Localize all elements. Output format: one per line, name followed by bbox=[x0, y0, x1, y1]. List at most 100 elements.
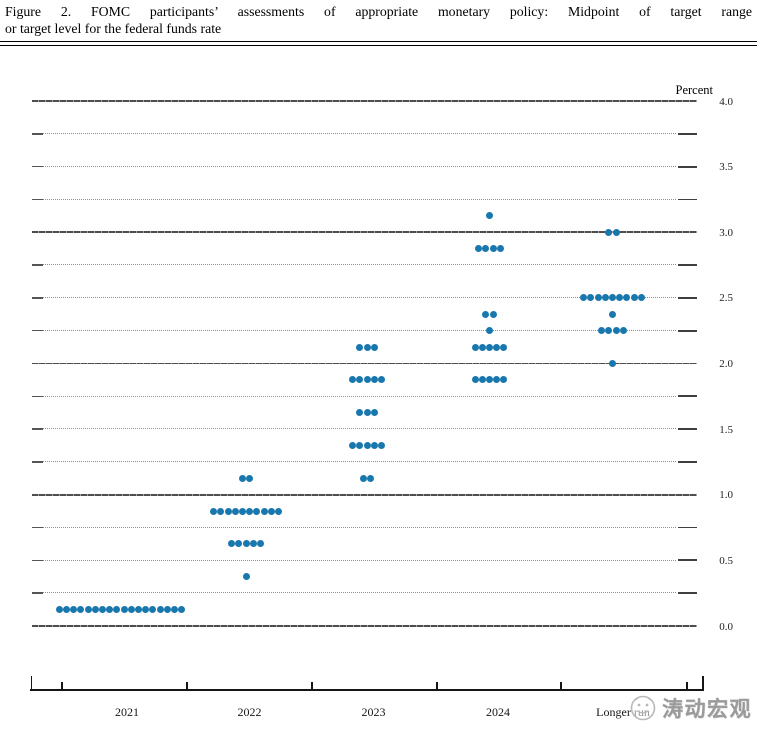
dot-2024-1.875 bbox=[478, 376, 486, 384]
dot-longer-run-2.25 bbox=[605, 327, 613, 335]
dot-2023-1.875 bbox=[370, 376, 378, 384]
dot-2022-0.875 bbox=[217, 507, 225, 515]
dot-2021-0.125 bbox=[171, 606, 178, 614]
gridline-solid-4.00 bbox=[32, 100, 697, 102]
dot-2022-0.875 bbox=[253, 507, 261, 515]
dot-longer-run-2.5 bbox=[616, 294, 624, 302]
gridline-dotted-1.25 bbox=[32, 461, 676, 463]
dot-2022-0.625 bbox=[235, 540, 243, 548]
dot-2024-2.875 bbox=[496, 245, 504, 253]
x-axis-section-tick bbox=[61, 681, 63, 691]
dot-longer-run-2.375 bbox=[609, 310, 616, 318]
gridline-left-dash bbox=[32, 592, 43, 594]
dot-2024-2.125 bbox=[493, 343, 501, 351]
x-axis-left-frame bbox=[30, 676, 33, 691]
y-tick-label-1.5: 1.5 bbox=[719, 423, 733, 436]
x-axis-section-tick bbox=[686, 681, 688, 691]
gridline-left-dash bbox=[32, 526, 43, 529]
y-axis-unit-label: Percent bbox=[675, 83, 713, 97]
y-tick-label-1.0: 1.0 bbox=[719, 489, 733, 502]
y-tick-label-3.5: 3.5 bbox=[719, 161, 733, 174]
x-axis-right-frame bbox=[702, 676, 705, 691]
dot-longer-run-2.5 bbox=[637, 294, 645, 302]
dot-2022-0.625 bbox=[256, 540, 264, 548]
title-divider-double-rule bbox=[0, 41, 757, 46]
dot-2022-0.625 bbox=[242, 540, 250, 548]
dot-longer-run-2.25 bbox=[612, 327, 620, 335]
gridline-dotted-0.50 bbox=[32, 559, 676, 561]
gridline-solid-0.00 bbox=[32, 625, 697, 627]
watermark: 涛动宏观 bbox=[630, 693, 757, 725]
dot-longer-run-2.25 bbox=[619, 327, 627, 335]
figure-title: Figure 2. FOMC participants’ assessments… bbox=[5, 4, 752, 37]
dot-2023-1.375 bbox=[349, 442, 357, 450]
dot-2022-0.375 bbox=[242, 573, 250, 581]
gridline-dotted-2.25 bbox=[32, 329, 676, 331]
gridline-right-tick bbox=[678, 428, 697, 431]
dot-2023-1.875 bbox=[377, 376, 385, 384]
dot-2021-0.125 bbox=[70, 606, 78, 614]
dot-longer-run-2.5 bbox=[601, 294, 609, 302]
dot-2021-0.125 bbox=[113, 606, 121, 614]
gridline-dotted-1.75 bbox=[32, 395, 676, 397]
dot-2024-1.875 bbox=[486, 376, 493, 384]
dot-2024-2.375 bbox=[489, 310, 497, 318]
dot-2022-1.125 bbox=[246, 474, 254, 482]
gridline-solid-2.00 bbox=[32, 362, 697, 365]
gridline-right-tick bbox=[678, 296, 697, 299]
y-tick-label-4.0: 4.0 bbox=[719, 95, 733, 108]
y-tick-label-0.5: 0.5 bbox=[719, 554, 733, 567]
gridline-dotted-2.50 bbox=[32, 297, 676, 299]
y-tick-label-2.5: 2.5 bbox=[719, 292, 733, 305]
x-axis-label-2024: 2024 bbox=[486, 705, 510, 719]
dot-2024-2.125 bbox=[471, 343, 479, 351]
dot-2022-1.125 bbox=[238, 474, 246, 482]
dot-2023-1.625 bbox=[356, 409, 364, 417]
gridline-dotted-3.75 bbox=[32, 133, 676, 135]
dot-2024-2.875 bbox=[475, 245, 483, 253]
dot-2022-0.875 bbox=[231, 507, 239, 515]
gridline-left-dash bbox=[32, 264, 43, 266]
gridline-left-dash bbox=[32, 395, 43, 398]
dot-longer-run-3 bbox=[605, 228, 613, 236]
gridline-right-tick bbox=[678, 165, 697, 168]
dot-2023-1.375 bbox=[356, 442, 364, 450]
dot-2021-0.125 bbox=[106, 606, 114, 614]
gridline-solid-3.00 bbox=[32, 231, 697, 234]
dot-2024-2.375 bbox=[482, 310, 490, 318]
dot-2024-2.875 bbox=[482, 245, 490, 253]
x-axis-section-tick bbox=[436, 681, 438, 691]
dot-2023-1.875 bbox=[349, 376, 357, 384]
gridline-left-dash bbox=[32, 329, 43, 332]
dot-2022-0.875 bbox=[238, 507, 246, 515]
gridline-right-tick bbox=[678, 526, 697, 529]
gridline-right-tick bbox=[678, 264, 697, 266]
dot-2021-0.125 bbox=[135, 606, 142, 614]
figure-title-line1: Figure 2. FOMC participants’ assessments… bbox=[5, 4, 752, 19]
dot-longer-run-2.25 bbox=[598, 327, 606, 335]
watermark-text: 涛动宏观 bbox=[662, 697, 752, 721]
gridline-left-dash bbox=[32, 428, 43, 430]
dot-2023-1.625 bbox=[370, 409, 378, 417]
x-axis-label-2022: 2022 bbox=[237, 705, 262, 719]
gridline-right-tick bbox=[678, 132, 697, 135]
x-axis-section-tick bbox=[186, 681, 188, 691]
gridline-left-dash bbox=[32, 198, 43, 201]
gridline-dotted-3.50 bbox=[32, 165, 676, 167]
dot-longer-run-2.5 bbox=[623, 294, 631, 302]
x-axis-label-2023: 2023 bbox=[361, 705, 386, 719]
dot-2023-2.125 bbox=[363, 343, 371, 351]
dot-longer-run-2 bbox=[609, 360, 616, 367]
gridline-dotted-1.50 bbox=[32, 428, 676, 430]
dot-2021-0.125 bbox=[99, 606, 106, 614]
y-tick-label-2.0: 2.0 bbox=[719, 358, 733, 370]
dot-2023-1.375 bbox=[363, 442, 371, 450]
x-axis-label-2021: 2021 bbox=[115, 705, 139, 719]
gridline-right-tick bbox=[678, 198, 697, 201]
dot-2023-1.125 bbox=[359, 474, 367, 482]
y-tick-label-0.0: 0.0 bbox=[719, 620, 733, 633]
x-axis-line bbox=[30, 688, 704, 691]
dot-longer-run-3 bbox=[612, 228, 620, 236]
dot-2022-0.625 bbox=[228, 540, 236, 548]
